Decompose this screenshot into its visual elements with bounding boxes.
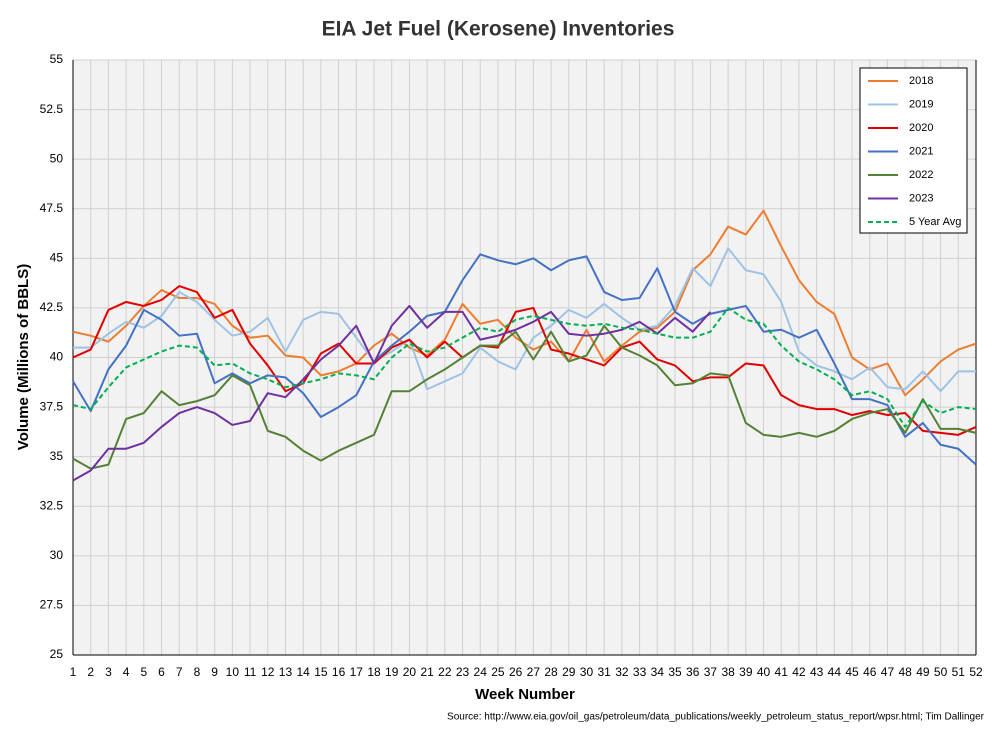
x-tick-label: 11 — [244, 665, 257, 679]
x-tick-label: 31 — [597, 665, 611, 679]
legend-label: 5 Year Avg — [909, 216, 961, 228]
x-tick-label: 50 — [934, 665, 948, 679]
x-tick-label: 6 — [158, 665, 165, 679]
x-tick-label: 13 — [279, 665, 293, 679]
x-tick-label: 38 — [721, 665, 735, 679]
y-tick-label: 42.5 — [40, 300, 64, 314]
x-tick-label: 40 — [757, 665, 771, 679]
x-tick-label: 18 — [367, 665, 381, 679]
x-tick-label: 43 — [810, 665, 824, 679]
y-axis-title: Volume (Millions of BBLS) — [15, 264, 32, 450]
x-tick-label: 47 — [881, 665, 895, 679]
y-tick-label: 55 — [50, 52, 64, 66]
legend-label: 2022 — [909, 169, 933, 181]
legend-label: 2019 — [909, 98, 933, 110]
x-tick-label: 22 — [438, 665, 452, 679]
x-tick-label: 26 — [509, 665, 523, 679]
x-tick-label: 5 — [140, 665, 147, 679]
x-tick-label: 20 — [403, 665, 417, 679]
x-tick-label: 41 — [775, 665, 789, 679]
x-tick-label: 25 — [491, 665, 505, 679]
x-tick-label: 23 — [456, 665, 470, 679]
y-tick-label: 32.5 — [40, 498, 64, 512]
x-tick-label: 30 — [580, 665, 594, 679]
y-tick-label: 50 — [50, 151, 64, 165]
x-tick-label: 39 — [739, 665, 753, 679]
y-tick-label: 37.5 — [40, 399, 64, 413]
y-tick-label: 30 — [50, 548, 64, 562]
x-tick-label: 28 — [544, 665, 558, 679]
x-tick-label: 14 — [296, 665, 310, 679]
y-tick-label: 27.5 — [40, 598, 64, 612]
y-tick-label: 40 — [50, 350, 64, 364]
series-line — [72, 304, 712, 482]
legend-label: 2021 — [909, 145, 933, 157]
x-tick-label: 12 — [261, 665, 275, 679]
legend-label: 2020 — [909, 122, 933, 134]
x-tick-label: 42 — [792, 665, 806, 679]
x-tick-label: 33 — [633, 665, 647, 679]
y-tick-label: 52.5 — [40, 102, 64, 116]
x-tick-label: 35 — [668, 665, 682, 679]
series-line — [72, 253, 977, 466]
x-tick-label: 52 — [969, 665, 983, 679]
x-tick-label: 1 — [70, 665, 77, 679]
series-line — [72, 306, 977, 428]
series-line — [72, 285, 977, 436]
x-tick-label: 29 — [562, 665, 576, 679]
x-tick-label: 37 — [704, 665, 718, 679]
y-tick-label: 45 — [50, 251, 64, 265]
x-tick-label: 44 — [828, 665, 842, 679]
x-tick-label: 3 — [105, 665, 112, 679]
legend-label: 2023 — [909, 192, 933, 204]
x-tick-label: 27 — [527, 665, 541, 679]
x-tick-label: 7 — [176, 665, 183, 679]
x-tick-label: 8 — [194, 665, 201, 679]
x-tick-label: 49 — [916, 665, 930, 679]
x-tick-label: 32 — [615, 665, 629, 679]
x-tick-label: 2 — [87, 665, 94, 679]
legend-label: 2018 — [909, 75, 933, 87]
x-tick-label: 45 — [845, 665, 859, 679]
series-line — [73, 247, 976, 393]
chart-title: EIA Jet Fuel (Kerosene) Inventories — [322, 18, 675, 41]
source-note: Source: http://www.eia.gov/oil_gas/petro… — [447, 712, 985, 723]
x-tick-label: 16 — [332, 665, 346, 679]
y-tick-label: 47.5 — [40, 201, 64, 215]
x-tick-label: 17 — [350, 665, 364, 679]
series-line — [72, 324, 977, 470]
x-tick-label: 4 — [123, 665, 130, 679]
x-tick-label: 21 — [420, 665, 434, 679]
x-tick-label: 36 — [686, 665, 700, 679]
x-tick-label: 51 — [952, 665, 966, 679]
x-tick-label: 46 — [863, 665, 877, 679]
x-tick-label: 9 — [211, 665, 218, 679]
x-tick-label: 24 — [474, 665, 488, 679]
y-tick-label: 35 — [50, 449, 64, 463]
x-tick-label: 10 — [226, 665, 240, 679]
x-tick-label: 48 — [898, 665, 912, 679]
x-tick-label: 19 — [385, 665, 399, 679]
x-axis-title: Week Number — [475, 686, 575, 703]
x-tick-label: 15 — [314, 665, 328, 679]
y-tick-label: 25 — [50, 647, 64, 661]
x-tick-label: 34 — [651, 665, 665, 679]
